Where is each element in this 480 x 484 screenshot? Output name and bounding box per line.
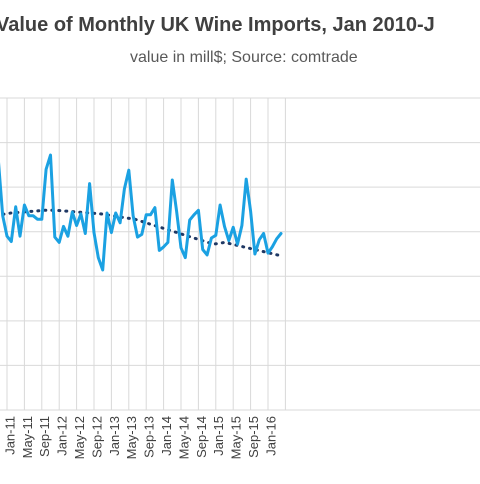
chart-subtitle: value in mill$; Source: comtrade bbox=[130, 49, 358, 66]
gridlines bbox=[0, 97, 480, 411]
x-tick-label: May-11 bbox=[20, 416, 35, 458]
x-tick-label: May-15 bbox=[229, 416, 244, 459]
x-tick-label: Sep-15 bbox=[246, 416, 261, 458]
x-tick-label: Jan-15 bbox=[211, 416, 226, 456]
x-tick-label: Sep-14 bbox=[194, 416, 209, 458]
x-tick-label: Sep-13 bbox=[142, 416, 157, 458]
x-tick-label: May-13 bbox=[124, 416, 139, 459]
trendline bbox=[0, 208, 283, 258]
series-line bbox=[0, 153, 283, 272]
x-tick-label: Jan-11 bbox=[2, 416, 17, 455]
x-tick-label: May-12 bbox=[72, 416, 87, 459]
x-tick-label: May-14 bbox=[176, 416, 191, 459]
x-tick-label: Sep-11 bbox=[37, 416, 52, 457]
x-tick-label: Jan-13 bbox=[107, 416, 122, 456]
x-axis-tick-labels: Jan-11 May-11 Sep-11 Jan-12 May-12 Sep-12 Jan-… bbox=[2, 416, 278, 459]
series-group bbox=[0, 153, 283, 272]
x-tick-label: Jan-14 bbox=[159, 416, 174, 456]
x-tick-label: Sep-12 bbox=[89, 416, 104, 458]
trendline-group bbox=[0, 208, 283, 258]
chart-title: Value of Monthly UK Wine Imports, Jan 20… bbox=[0, 14, 435, 36]
x-tick-label: Jan-16 bbox=[263, 416, 278, 456]
x-tick-label: Jan-12 bbox=[55, 416, 70, 456]
